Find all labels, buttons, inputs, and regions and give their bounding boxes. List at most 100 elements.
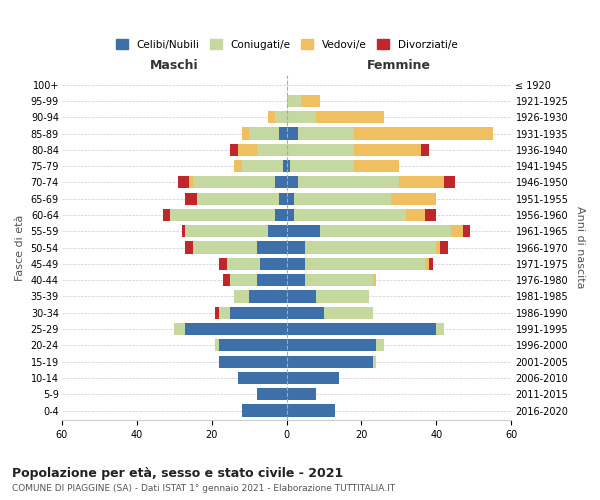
Bar	[242, 128, 249, 140]
Bar	[287, 225, 320, 237]
Bar	[287, 209, 294, 221]
Bar	[185, 192, 197, 205]
Bar	[215, 306, 219, 319]
Bar	[275, 111, 287, 124]
Bar	[197, 192, 279, 205]
Bar	[421, 144, 429, 156]
Bar	[287, 290, 316, 302]
Bar	[170, 209, 275, 221]
Text: Femmine: Femmine	[367, 58, 431, 71]
Text: Maschi: Maschi	[150, 58, 199, 71]
Bar	[287, 356, 373, 368]
Bar	[260, 258, 287, 270]
Bar	[185, 225, 268, 237]
Bar	[301, 95, 320, 107]
Legend: Celibi/Nubili, Coniugati/e, Vedovi/e, Divorziati/e: Celibi/Nubili, Coniugati/e, Vedovi/e, Di…	[112, 35, 461, 54]
Bar	[174, 323, 185, 335]
Bar	[436, 242, 440, 254]
Y-axis label: Anni di nascita: Anni di nascita	[575, 206, 585, 289]
Bar	[298, 128, 354, 140]
Bar	[425, 209, 436, 221]
Bar	[234, 160, 242, 172]
Bar	[287, 339, 376, 351]
Bar	[238, 144, 257, 156]
Bar	[324, 306, 373, 319]
Bar	[287, 323, 436, 335]
Bar	[287, 274, 305, 286]
Bar	[178, 176, 189, 188]
Bar	[223, 274, 230, 286]
Bar	[287, 95, 301, 107]
Bar	[373, 356, 376, 368]
Bar	[436, 323, 444, 335]
Bar	[219, 306, 230, 319]
Bar	[320, 225, 451, 237]
Bar	[287, 111, 316, 124]
Bar	[219, 339, 287, 351]
Bar	[290, 160, 354, 172]
Bar	[287, 160, 290, 172]
Bar	[294, 192, 391, 205]
Bar	[305, 242, 436, 254]
Bar	[463, 225, 470, 237]
Bar	[287, 128, 298, 140]
Text: COMUNE DI PIAGGINE (SA) - Dati ISTAT 1° gennaio 2021 - Elaborazione TUTTITALIA.I: COMUNE DI PIAGGINE (SA) - Dati ISTAT 1° …	[12, 484, 395, 493]
Bar	[354, 160, 399, 172]
Bar	[399, 176, 444, 188]
Bar	[230, 306, 287, 319]
Bar	[257, 274, 287, 286]
Bar	[287, 144, 354, 156]
Bar	[215, 339, 219, 351]
Bar	[406, 209, 425, 221]
Bar	[298, 176, 399, 188]
Bar	[193, 242, 257, 254]
Bar	[294, 209, 406, 221]
Bar	[316, 290, 369, 302]
Bar	[287, 388, 316, 400]
Bar	[444, 176, 455, 188]
Bar	[219, 258, 227, 270]
Bar	[185, 323, 287, 335]
Bar	[182, 225, 185, 237]
Bar	[287, 242, 305, 254]
Bar	[373, 274, 376, 286]
Bar	[316, 111, 384, 124]
Y-axis label: Fasce di età: Fasce di età	[15, 214, 25, 280]
Bar	[257, 242, 287, 254]
Bar	[257, 388, 287, 400]
Bar	[185, 242, 193, 254]
Bar	[287, 176, 298, 188]
Bar	[249, 128, 279, 140]
Bar	[238, 372, 287, 384]
Bar	[305, 274, 373, 286]
Bar	[287, 192, 294, 205]
Bar	[305, 258, 425, 270]
Bar	[230, 274, 257, 286]
Bar	[279, 128, 287, 140]
Bar	[287, 404, 335, 416]
Bar	[287, 306, 324, 319]
Bar	[242, 404, 287, 416]
Bar	[249, 290, 287, 302]
Bar	[275, 176, 287, 188]
Bar	[354, 128, 493, 140]
Bar	[440, 242, 448, 254]
Bar	[287, 258, 305, 270]
Bar	[283, 160, 287, 172]
Bar	[163, 209, 170, 221]
Bar	[268, 225, 287, 237]
Bar	[268, 111, 275, 124]
Bar	[391, 192, 436, 205]
Bar	[227, 258, 260, 270]
Text: Popolazione per età, sesso e stato civile - 2021: Popolazione per età, sesso e stato civil…	[12, 468, 343, 480]
Bar	[242, 160, 283, 172]
Bar	[354, 144, 421, 156]
Bar	[230, 144, 238, 156]
Bar	[193, 176, 275, 188]
Bar	[234, 290, 249, 302]
Bar	[257, 144, 287, 156]
Bar	[219, 356, 287, 368]
Bar	[425, 258, 429, 270]
Bar	[279, 192, 287, 205]
Bar	[275, 209, 287, 221]
